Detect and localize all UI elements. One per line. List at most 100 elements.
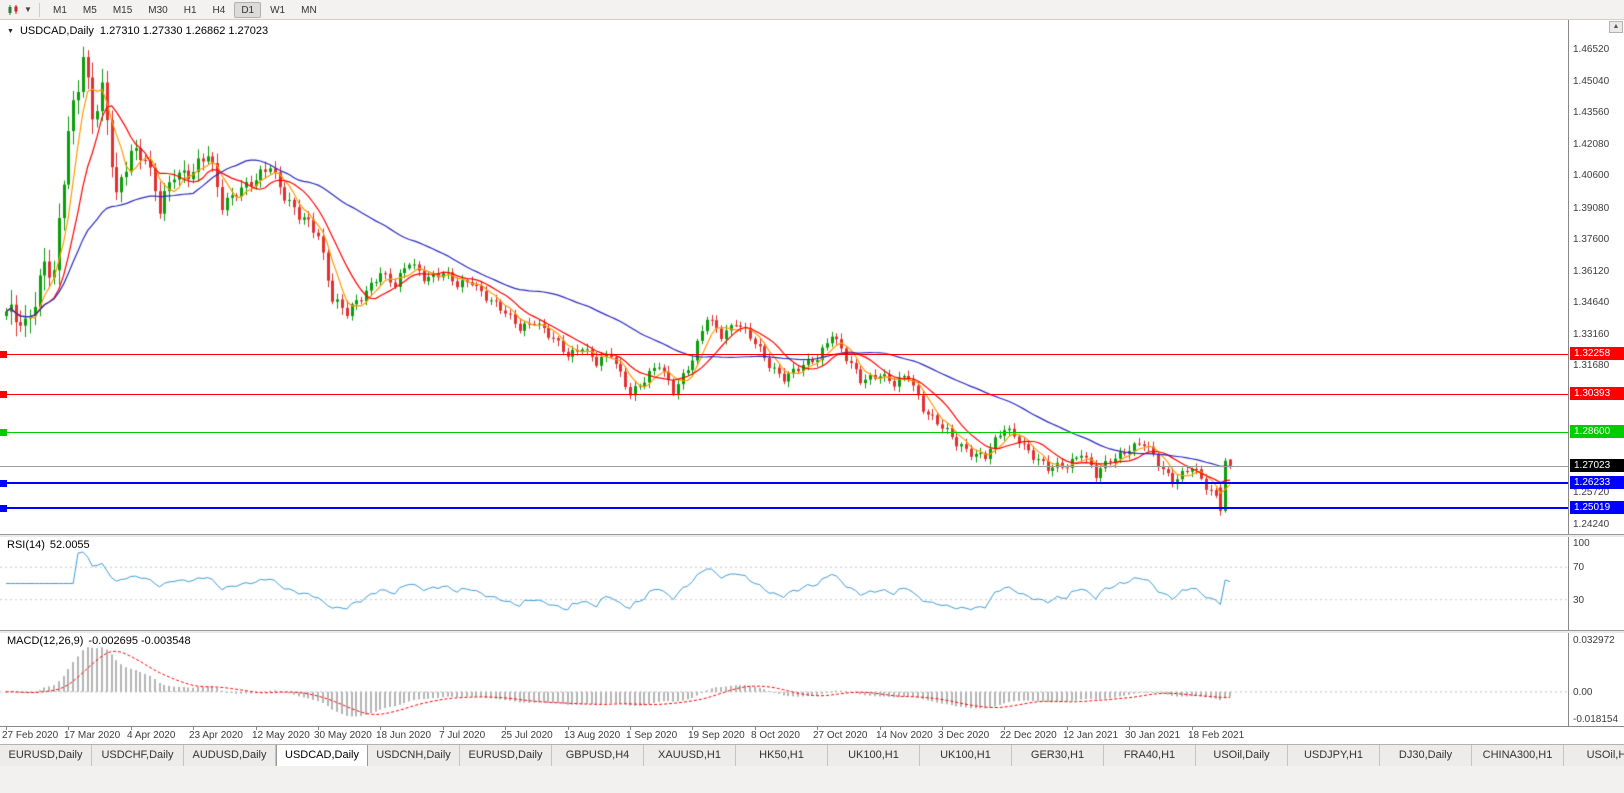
panel-divider-main-rsi[interactable]: [0, 534, 1624, 537]
chart-tab-dj30-daily[interactable]: DJ30,Daily: [1380, 745, 1472, 766]
time-axis-tick: [942, 727, 943, 730]
price-axis-tick: 1.45040: [1573, 75, 1610, 87]
price-axis-tick: 1.42080: [1573, 138, 1610, 150]
rsi-axis-label: 30: [1573, 594, 1585, 606]
date-label: 12 May 2020: [252, 730, 310, 741]
date-label: 30 Jan 2021: [1125, 730, 1181, 741]
date-label: 17 Mar 2020: [64, 730, 121, 741]
timeframe-button-H4[interactable]: H4: [212, 4, 226, 16]
chart-tab-xauusd-h1[interactable]: XAUUSD,H1: [644, 745, 736, 766]
date-label: 27 Feb 2020: [2, 730, 59, 741]
chart-tab-usdcad-daily[interactable]: USDCAD,Daily: [276, 745, 368, 766]
chart-tab-uk100-h1[interactable]: UK100,H1: [920, 745, 1012, 766]
macd-title: MACD(12,26,9) -0.002695 -0.003548: [7, 635, 191, 647]
chart-tab-usoil-daily[interactable]: USOil,Daily: [1196, 745, 1288, 766]
chart-tab-eurusd-daily[interactable]: EURUSD,Daily: [460, 745, 552, 766]
timeframe-button-M1[interactable]: M1: [53, 4, 67, 16]
chart-tab-audusd-daily[interactable]: AUDUSD,Daily: [184, 745, 276, 766]
macd-current-values: -0.002695 -0.003548: [88, 635, 191, 647]
chart-tab-ger30-h1[interactable]: GER30,H1: [1012, 745, 1104, 766]
time-axis[interactable]: 27 Feb 2020 17 Mar 2020 4 Apr 2020 23 Apr 2…: [0, 726, 1624, 744]
scroll-up-button[interactable]: ▲: [1609, 21, 1623, 33]
macd-axis-label: 0.032972: [1573, 635, 1615, 646]
timeframe-button-group: M1 M5 M15 M30 H1 H4 D1 W1 MN: [45, 1, 325, 18]
timeframe-button-D1[interactable]: D1: [234, 1, 262, 18]
price-axis-tick: 1.33160: [1573, 328, 1610, 340]
chart-type-icon[interactable]: [4, 2, 22, 18]
chart-tab-eurusd-daily[interactable]: EURUSD,Daily: [0, 745, 92, 766]
date-label: 27 Oct 2020: [813, 730, 868, 741]
rsi-indicator-name: RSI(14): [7, 539, 45, 551]
time-axis-tick: [6, 727, 7, 730]
timeframe-button-W1[interactable]: W1: [270, 4, 286, 16]
date-label: 13 Aug 2020: [564, 730, 621, 741]
date-label: 3 Dec 2020: [938, 730, 990, 741]
price-level-tag-1.30393: 1.30393: [1570, 386, 1624, 400]
chart-title: ▼ USDCAD,Daily 1.27310 1.27330 1.26862 1…: [7, 25, 268, 37]
time-axis-tick: [68, 727, 69, 730]
chart-tab-usdchf-daily[interactable]: USDCHF,Daily: [92, 745, 184, 766]
time-axis-tick: [755, 727, 756, 730]
time-axis-tick: [817, 727, 818, 730]
chart-tab-uk100-h1[interactable]: UK100,H1: [828, 745, 920, 766]
price-level-tag-1.32258: 1.32258: [1570, 347, 1624, 361]
rsi-axis-label: 100: [1573, 538, 1590, 549]
date-label: 18 Feb 2021: [1188, 730, 1245, 741]
time-axis-tick: [193, 727, 194, 730]
time-axis-tick: [1004, 727, 1005, 730]
chart-type-dropdown-icon[interactable]: ▼: [24, 5, 32, 14]
price-axis-tick: 1.31680: [1573, 360, 1610, 372]
date-label: 4 Apr 2020: [127, 730, 176, 741]
rsi-panel-canvas[interactable]: [0, 537, 1568, 630]
time-axis-tick: [256, 727, 257, 730]
price-axis[interactable]: 1.46520 1.45040 1.43560 1.42080 1.40600 1.390…: [1568, 20, 1624, 726]
timeframe-button-M15[interactable]: M15: [112, 4, 133, 16]
price-axis-tick: 1.40600: [1573, 170, 1610, 182]
price-axis-tick: 1.24240: [1573, 519, 1610, 530]
timeframe-button-MN[interactable]: MN: [301, 4, 317, 16]
timeframe-button-M5[interactable]: M5: [82, 4, 97, 16]
date-label: 1 Sep 2020: [626, 730, 678, 741]
price-axis-tick: 1.39080: [1573, 202, 1610, 214]
date-label: 23 Apr 2020: [189, 730, 243, 741]
time-axis-tick: [380, 727, 381, 730]
price-level-tag-1.28600: 1.28600: [1570, 425, 1624, 439]
date-label: 30 May 2020: [314, 730, 372, 741]
macd-indicator-name: MACD(12,26,9): [7, 635, 84, 647]
macd-axis-label: 0.00: [1573, 686, 1593, 698]
toolbar-separator: [39, 2, 40, 17]
price-level-tag-1.25019: 1.25019: [1570, 501, 1624, 515]
rsi-title: RSI(14) 52.0055: [7, 539, 90, 551]
macd-panel-canvas[interactable]: [0, 633, 1568, 726]
time-axis-tick: [630, 727, 631, 730]
chart-tab-usdcnh-daily[interactable]: USDCNH,Daily: [368, 745, 460, 766]
timeframe-toolbar: ▼ M1 M5 M15 M30 H1 H4 D1 W1 MN: [0, 0, 1624, 20]
chart-tab-china300-h1[interactable]: CHINA300,H1: [1472, 745, 1564, 766]
chart-ohlc-values: 1.27310 1.27330 1.26862 1.27023: [99, 25, 269, 37]
date-label: 19 Sep 2020: [688, 730, 745, 741]
scroll-up-icon: ▲: [1612, 23, 1620, 30]
rsi-current-value: 52.0055: [49, 539, 90, 551]
chart-tab-hk50-h1[interactable]: HK50,H1: [736, 745, 828, 766]
date-label: 25 Jul 2020: [501, 730, 553, 741]
date-label: 8 Oct 2020: [751, 730, 800, 741]
macd-axis-label: -0.018154: [1573, 714, 1619, 725]
chart-tab-gbpusd-h4[interactable]: GBPUSD,H4: [552, 745, 644, 766]
date-label: 22 Dec 2020: [1000, 730, 1057, 741]
chart-tab-usoil-h1[interactable]: USOil,H1: [1564, 745, 1624, 766]
price-axis-tick: 1.25720: [1573, 487, 1610, 499]
chart-tabs-bar: EURUSD,Daily USDCHF,Daily AUDUSD,Daily USDC…: [0, 744, 1624, 766]
price-axis-tick: 1.43560: [1573, 107, 1610, 119]
panel-divider-rsi-macd[interactable]: [0, 630, 1624, 633]
price-axis-tick: 1.36120: [1573, 265, 1610, 277]
timeframe-button-M30[interactable]: M30: [148, 4, 168, 16]
chart-tab-fra40-h1[interactable]: FRA40,H1: [1104, 745, 1196, 766]
time-axis-tick: [880, 727, 881, 730]
chart-tab-usdjpy-h1[interactable]: USDJPY,H1: [1288, 745, 1380, 766]
price-axis-tick: 1.46520: [1573, 44, 1610, 55]
time-axis-tick: [318, 727, 319, 730]
timeframe-button-H1[interactable]: H1: [183, 4, 197, 16]
price-panel-canvas[interactable]: [0, 20, 1568, 534]
chart-menu-icon[interactable]: ▼: [7, 27, 14, 35]
